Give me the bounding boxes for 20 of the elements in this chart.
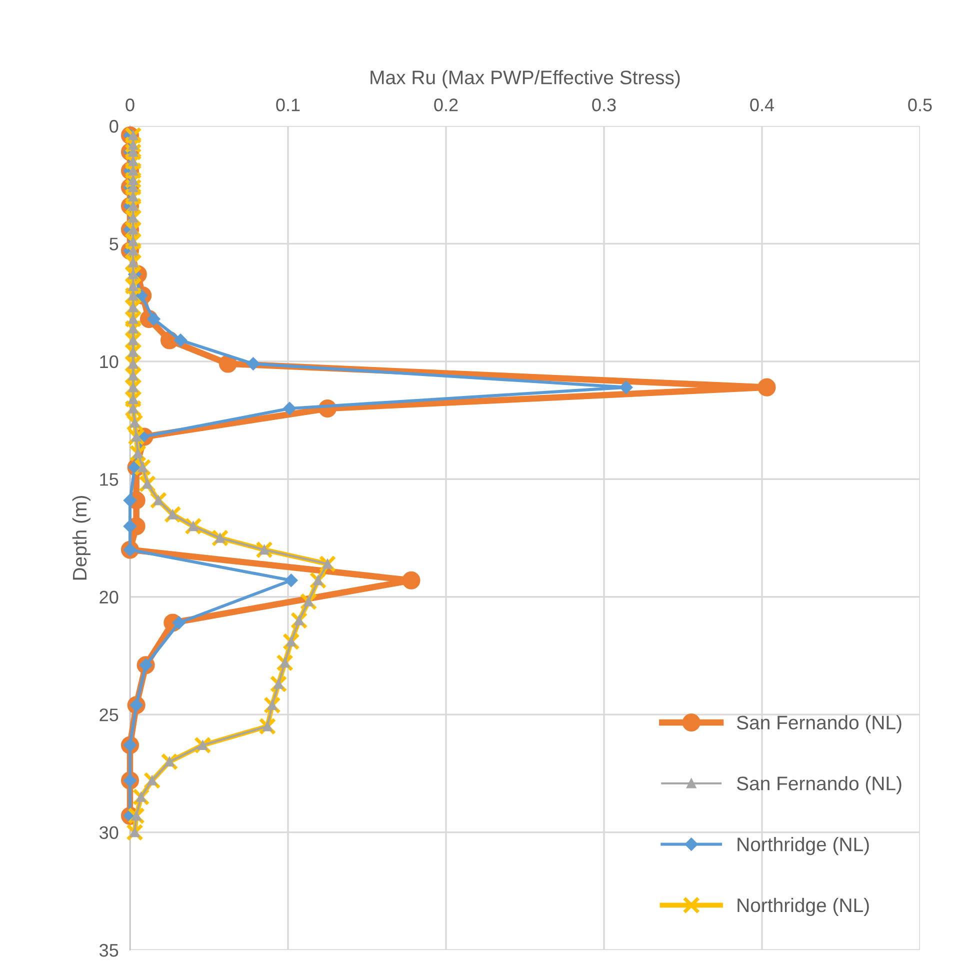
x-axis-title: Max Ru (Max PWP/Effective Stress)	[370, 70, 680, 88]
legend-label: San Fernando (NL)	[736, 715, 902, 734]
y-axis-title: Depth (m)	[72, 496, 90, 580]
x-tick-label: 0.3	[592, 98, 616, 112]
x-tick-label: 0.5	[908, 98, 932, 112]
x-tick-label: 0.1	[276, 98, 300, 112]
x-tick-label: 0.4	[750, 98, 774, 112]
legend-label: San Fernando (NL)	[736, 776, 902, 794]
legend-label: Northridge (NL)	[738, 836, 869, 856]
y-tick-label: 35	[99, 944, 118, 957]
y-tick-label: 30	[99, 826, 118, 840]
y-tick-label: 15	[100, 473, 118, 486]
y-tick-label: 25	[100, 708, 118, 722]
x-tick-label: 0.2	[434, 98, 458, 112]
y-tick-label: 20	[100, 590, 118, 604]
y-tick-label: 0	[110, 120, 118, 133]
y-tick-label: 5	[110, 238, 118, 250]
x-tick-label: 0	[126, 98, 134, 112]
y-tick-label: 10	[100, 355, 118, 368]
legend-label: Northridge (NL)	[738, 898, 869, 916]
